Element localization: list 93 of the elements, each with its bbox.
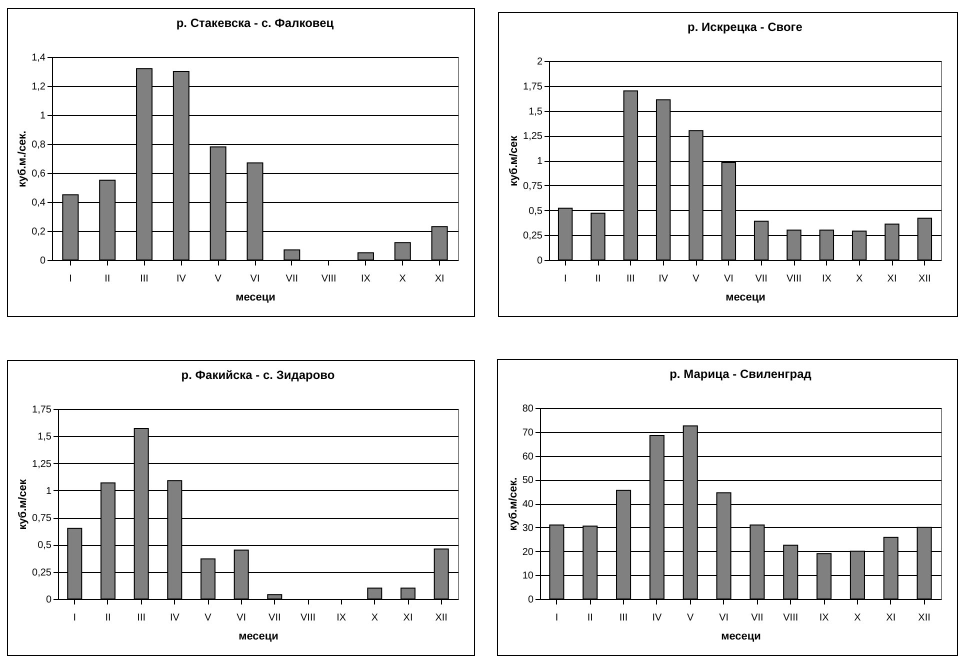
x-tick-label: IX (361, 274, 371, 284)
x-tick-label: I (564, 274, 567, 284)
y-tick-label: 1,75 (32, 404, 52, 416)
x-tick-label: II (587, 612, 593, 624)
x-tick-label: V (204, 612, 212, 624)
y-tick-label: 0,5 (38, 540, 52, 552)
y-tick-label: 0 (46, 594, 52, 606)
x-tick-label: IV (176, 274, 186, 284)
y-tick-label: 2 (536, 56, 543, 68)
x-tick-label: IX (822, 274, 832, 284)
x-tick-label: IV (170, 612, 180, 624)
x-tick-label: VIII (783, 612, 798, 624)
x-tick-label: IX (819, 612, 830, 624)
x-axis-title: месеци (721, 630, 761, 642)
x-tick-label: IV (658, 274, 668, 284)
y-tick-label: 60 (522, 451, 534, 462)
chart-title: р. Факийска - с. Зидарово (181, 368, 335, 382)
x-tick-label: X (854, 612, 862, 624)
x-tick-label: V (687, 612, 694, 624)
y-tick-label: 0,75 (32, 513, 52, 524)
x-axis-title: месеци (726, 292, 766, 304)
y-tick-label: 0,4 (32, 198, 46, 208)
chart-title: р. Марица - Свиленград (670, 367, 812, 381)
chart-title: р. Искрецка - Своге (688, 20, 803, 34)
x-tick-label: V (214, 274, 222, 284)
y-tick-label: 0,25 (32, 567, 52, 578)
x-tick-label: VI (236, 612, 246, 624)
x-axis-title: месеци (238, 630, 278, 642)
y-tick-label: 1,4 (32, 52, 46, 64)
y-axis-title: куб.м/сек. (507, 477, 520, 531)
x-tick-label: V (692, 274, 700, 284)
y-tick-label: 1 (40, 110, 46, 122)
y-tick-label: 1,5 (528, 106, 543, 118)
x-tick-label: II (595, 274, 601, 284)
y-tick-label: 50 (522, 475, 534, 486)
y-tick-label: 40 (522, 499, 534, 510)
x-tick-label: III (626, 274, 635, 284)
y-tick-label: 1,2 (32, 82, 46, 92)
x-tick-label: I (555, 612, 558, 624)
x-tick-label: XI (403, 612, 413, 624)
chart-title: р. Стакевска - с. Фалковец (176, 16, 334, 30)
x-tick-label: I (69, 274, 72, 284)
x-tick-label: XII (435, 612, 448, 624)
y-tick-label: 1,5 (38, 432, 52, 443)
y-tick-label: 1 (46, 486, 52, 497)
y-tick-label: 70 (522, 427, 534, 438)
x-tick-label: VIII (786, 274, 802, 284)
y-tick-label: 10 (522, 570, 534, 582)
y-tick-label: 1 (536, 156, 543, 167)
y-tick-label: 0 (536, 256, 543, 266)
y-axis-title: куб.м./сек. (16, 130, 29, 188)
x-tick-label: X (371, 612, 378, 624)
x-tick-label: XII (918, 612, 930, 624)
x-tick-label: XI (434, 274, 444, 284)
y-tick-label: 20 (522, 546, 534, 558)
x-tick-label: I (73, 612, 76, 624)
x-axis-title: месеци (236, 292, 276, 304)
y-tick-label: 0,25 (523, 230, 543, 242)
y-tick-label: 0,5 (528, 206, 543, 217)
y-tick-label: 1,25 (523, 131, 543, 142)
x-tick-label: X (856, 274, 863, 284)
y-tick-label: 0,8 (32, 140, 46, 150)
x-tick-label: XII (918, 274, 931, 284)
y-tick-label: 1,75 (523, 81, 543, 92)
y-axis-title: куб.м/сек (17, 478, 30, 530)
x-tick-label: III (619, 612, 628, 624)
x-tick-label: XI (887, 274, 897, 284)
y-tick-label: 0 (40, 256, 46, 266)
y-axis-title: куб.м/сек (508, 135, 520, 186)
y-tick-label: 0 (528, 594, 534, 606)
y-tick-label: 1,25 (32, 458, 52, 470)
x-tick-label: VI (724, 274, 734, 284)
y-tick-label: 80 (522, 404, 534, 414)
x-tick-label: IV (652, 612, 662, 624)
x-tick-label: III (137, 612, 146, 624)
x-tick-label: IX (336, 612, 346, 624)
x-tick-label: II (104, 274, 110, 284)
x-tick-label: VII (755, 274, 768, 284)
x-tick-label: II (105, 612, 111, 624)
x-tick-label: VIII (300, 612, 316, 624)
x-tick-label: III (140, 274, 148, 284)
x-tick-label: VII (268, 612, 281, 624)
x-tick-label: VII (286, 274, 298, 284)
y-tick-label: 30 (522, 522, 534, 534)
x-tick-label: VI (719, 612, 729, 624)
x-tick-label: XI (886, 612, 896, 624)
x-tick-label: VIII (321, 274, 336, 284)
y-tick-label: 0,75 (523, 180, 543, 192)
x-tick-label: VI (250, 274, 260, 284)
x-tick-label: X (399, 274, 406, 284)
y-tick-label: 0,6 (32, 168, 46, 180)
x-tick-label: VII (751, 612, 764, 624)
y-tick-label: 0,2 (32, 226, 46, 238)
